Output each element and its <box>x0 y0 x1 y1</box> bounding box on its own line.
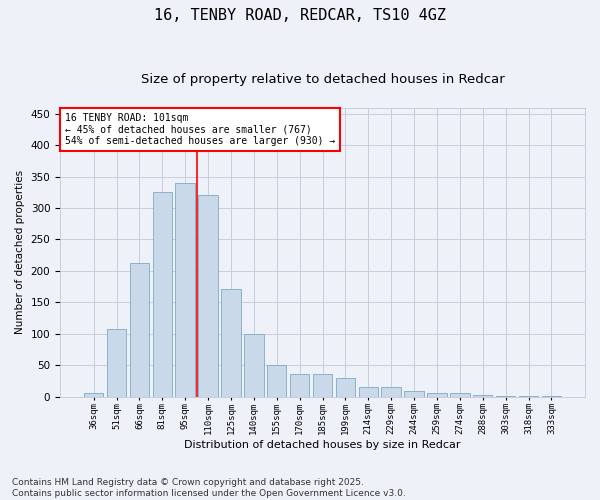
Bar <box>84 393 103 396</box>
Bar <box>267 365 286 396</box>
Y-axis label: Number of detached properties: Number of detached properties <box>15 170 25 334</box>
Text: 16, TENBY ROAD, REDCAR, TS10 4GZ: 16, TENBY ROAD, REDCAR, TS10 4GZ <box>154 8 446 22</box>
Bar <box>382 387 401 396</box>
Text: Contains HM Land Registry data © Crown copyright and database right 2025.
Contai: Contains HM Land Registry data © Crown c… <box>12 478 406 498</box>
Bar <box>427 394 446 396</box>
Bar <box>404 391 424 396</box>
Bar <box>290 374 310 396</box>
Bar <box>107 329 126 396</box>
Title: Size of property relative to detached houses in Redcar: Size of property relative to detached ho… <box>140 72 505 86</box>
Bar <box>335 378 355 396</box>
Bar <box>175 183 195 396</box>
Bar <box>199 196 218 396</box>
Bar <box>450 394 470 396</box>
Text: 16 TENBY ROAD: 101sqm
← 45% of detached houses are smaller (767)
54% of semi-det: 16 TENBY ROAD: 101sqm ← 45% of detached … <box>65 114 335 146</box>
Bar <box>152 192 172 396</box>
Bar <box>244 334 263 396</box>
Bar <box>359 387 378 396</box>
Bar <box>313 374 332 396</box>
Bar <box>130 264 149 396</box>
Bar <box>221 288 241 397</box>
X-axis label: Distribution of detached houses by size in Redcar: Distribution of detached houses by size … <box>184 440 461 450</box>
